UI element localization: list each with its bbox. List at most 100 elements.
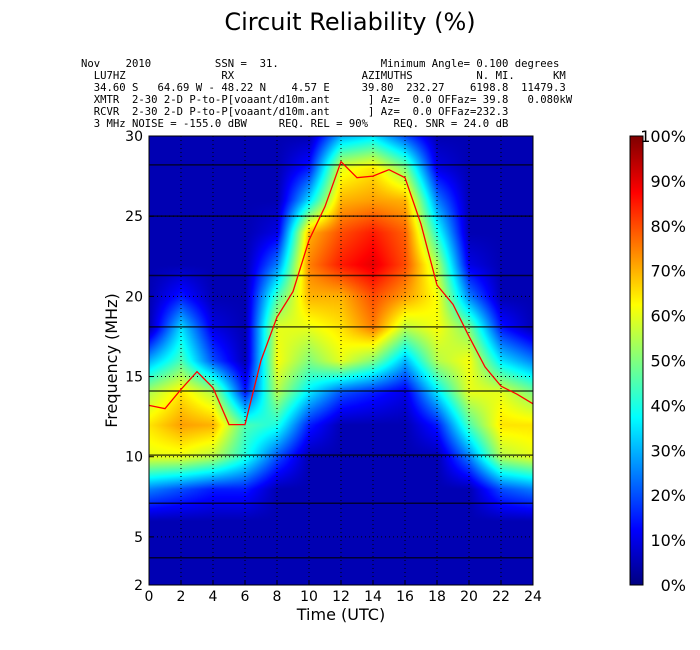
colorbar-segment: [630, 183, 643, 185]
colorbar-segment: [630, 412, 643, 414]
colorbar-segment: [630, 394, 643, 396]
colorbar-segment: [630, 423, 643, 425]
colorbar-segment: [630, 189, 643, 191]
colorbar-segment: [630, 342, 643, 344]
colorbar-segment: [630, 457, 643, 459]
colorbar-segment: [630, 350, 643, 352]
colorbar-segment: [630, 178, 643, 180]
colorbar-segment: [630, 470, 643, 472]
colorbar-segment: [630, 240, 643, 242]
colorbar-segment: [630, 360, 643, 362]
colorbar-segment: [630, 492, 643, 494]
colorbar-segment: [630, 516, 643, 518]
colorbar-segment: [630, 398, 643, 400]
colorbar-segment: [630, 243, 643, 245]
colorbar-segment: [630, 331, 643, 333]
colorbar-segment: [630, 456, 643, 458]
colorbar-segment: [630, 328, 643, 330]
colorbar-segment: [630, 464, 643, 466]
colorbar-segment: [630, 473, 643, 475]
colorbar-segment: [630, 236, 643, 238]
colorbar-segment: [630, 217, 643, 219]
colorbar-segment: [630, 313, 643, 315]
colorbar-segment: [630, 445, 643, 447]
colorbar-segment: [630, 358, 643, 360]
colorbar-segment: [630, 510, 643, 512]
colorbar-segment: [630, 507, 643, 509]
colorbar-segment: [630, 233, 643, 235]
colorbar-segment: [630, 188, 643, 190]
colorbar-segment: [630, 224, 643, 226]
colorbar-segment: [630, 517, 643, 519]
colorbar-segment: [630, 209, 643, 211]
colorbar-segment: [630, 410, 643, 412]
colorbar-segment: [630, 205, 643, 207]
y-tick-label: 5: [134, 530, 143, 546]
colorbar-segment: [630, 327, 643, 329]
colorbar-segment: [630, 296, 643, 298]
y-tick-label: 2: [134, 578, 143, 594]
colorbar-segment: [630, 150, 643, 152]
colorbar-segment: [630, 346, 643, 348]
colorbar-segment: [630, 370, 643, 372]
colorbar-tick-label: 10%: [650, 531, 686, 550]
colorbar-segment: [630, 556, 643, 558]
colorbar-segment: [630, 294, 643, 296]
colorbar-segment: [630, 166, 643, 168]
colorbar-segment: [630, 501, 643, 503]
colorbar-segment: [630, 345, 643, 347]
colorbar-segment: [630, 364, 643, 366]
header-line: 3 MHz NOISE = -155.0 dBW REQ. REL = 90% …: [81, 118, 509, 130]
colorbar-segment: [630, 229, 643, 231]
colorbar-segment: [630, 369, 643, 371]
colorbar-segment: [630, 297, 643, 299]
colorbar-segment: [630, 568, 643, 570]
colorbar-segment: [630, 562, 643, 564]
colorbar-segment: [630, 203, 643, 205]
colorbar-segment: [630, 425, 643, 427]
colorbar-segment: [630, 439, 643, 441]
colorbar-segment: [630, 211, 643, 213]
colorbar-segment: [630, 151, 643, 153]
colorbar-segment: [630, 546, 643, 548]
colorbar-segment: [630, 148, 643, 150]
colorbar-segment: [630, 334, 643, 336]
colorbar-segment: [630, 380, 643, 382]
colorbar-segment: [630, 544, 643, 546]
colorbar-segment: [630, 403, 643, 405]
colorbar-segment: [630, 208, 643, 210]
colorbar-segment: [630, 424, 643, 426]
colorbar-segment: [630, 144, 643, 146]
colorbar-segment: [630, 333, 643, 335]
colorbar-segment: [630, 447, 643, 449]
header-line: 34.60 S 64.69 W - 48.22 N 4.57 E 39.80 2…: [81, 82, 566, 94]
colorbar-segment: [630, 538, 643, 540]
y-tick-label: 30: [125, 129, 143, 145]
colorbar-segment: [630, 279, 643, 281]
colorbar-segment: [630, 293, 643, 295]
colorbar-segment: [630, 549, 643, 551]
colorbar-segment: [630, 566, 643, 568]
colorbar-segment: [630, 577, 643, 579]
colorbar-segment: [630, 256, 643, 258]
colorbar-segment: [630, 339, 643, 341]
colorbar-segment: [630, 383, 643, 385]
colorbar-segment: [630, 226, 643, 228]
colorbar-segment: [630, 292, 643, 294]
circuit-header: Nov 2010 SSN = 31. Minimum Angle= 0.100 …: [81, 58, 572, 130]
colorbar-segment: [630, 540, 643, 542]
header-line: LU7HZ RX AZIMUTHS N. MI. KM: [81, 70, 566, 82]
colorbar-segment: [630, 160, 643, 162]
colorbar-segment: [630, 578, 643, 580]
colorbar-segment: [630, 244, 643, 246]
colorbar-segment: [630, 567, 643, 569]
colorbar-segment: [630, 325, 643, 327]
colorbar-segment: [630, 206, 643, 208]
colorbar-segment: [630, 537, 643, 539]
colorbar-segment: [630, 451, 643, 453]
colorbar-segment: [630, 145, 643, 147]
colorbar-segment: [630, 246, 643, 248]
x-tick-label: 12: [332, 589, 350, 605]
colorbar-segment: [630, 550, 643, 552]
colorbar-segment: [630, 560, 643, 562]
